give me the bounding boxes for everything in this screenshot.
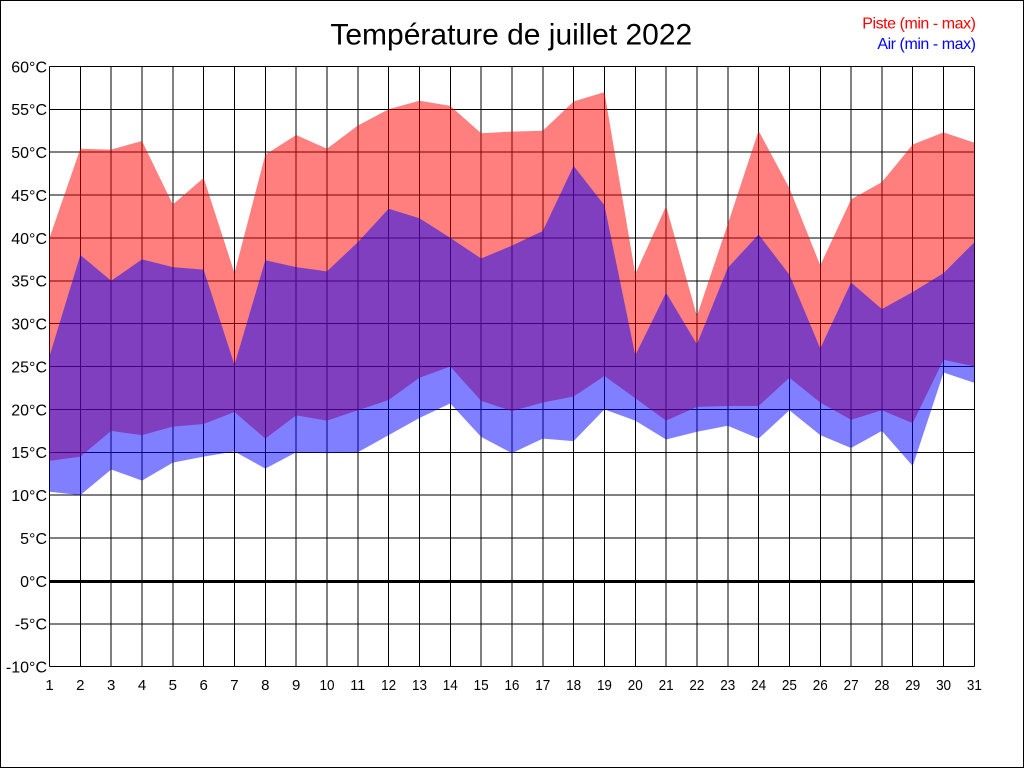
svg-text:1: 1: [45, 677, 53, 694]
svg-text:10: 10: [319, 677, 334, 694]
svg-text:28: 28: [874, 677, 889, 694]
svg-text:15: 15: [474, 677, 489, 694]
svg-text:8: 8: [261, 677, 269, 694]
svg-text:30°C: 30°C: [11, 317, 47, 334]
svg-text:60°C: 60°C: [11, 59, 47, 76]
svg-text:7: 7: [230, 677, 238, 694]
svg-text:5: 5: [169, 677, 177, 694]
svg-text:19: 19: [597, 677, 612, 694]
svg-text:55°C: 55°C: [11, 102, 47, 119]
svg-text:29: 29: [905, 677, 920, 694]
svg-text:2: 2: [76, 677, 84, 694]
svg-text:17: 17: [535, 677, 550, 694]
svg-text:4: 4: [138, 677, 146, 694]
svg-text:3: 3: [107, 677, 115, 694]
svg-text:16: 16: [504, 677, 519, 694]
svg-text:35°C: 35°C: [11, 274, 47, 291]
svg-text:30: 30: [936, 677, 951, 694]
svg-text:0°C: 0°C: [20, 574, 47, 591]
svg-text:23: 23: [720, 677, 735, 694]
svg-text:11: 11: [350, 677, 365, 694]
svg-text:27: 27: [844, 677, 859, 694]
svg-text:12: 12: [381, 677, 396, 694]
svg-text:Piste (min - max): Piste (min - max): [862, 15, 975, 32]
svg-text:13: 13: [412, 677, 427, 694]
svg-text:14: 14: [443, 677, 458, 694]
svg-text:18: 18: [566, 677, 581, 694]
svg-text:6: 6: [199, 677, 207, 694]
svg-text:9: 9: [292, 677, 300, 694]
svg-text:40°C: 40°C: [11, 231, 47, 248]
svg-text:26: 26: [813, 677, 828, 694]
svg-text:-10°C: -10°C: [6, 660, 47, 677]
svg-text:50°C: 50°C: [11, 145, 47, 162]
svg-text:25°C: 25°C: [11, 359, 47, 376]
svg-text:45°C: 45°C: [11, 188, 47, 205]
svg-text:20°C: 20°C: [11, 402, 47, 419]
svg-text:5°C: 5°C: [20, 531, 47, 548]
svg-text:20: 20: [628, 677, 643, 694]
svg-text:22: 22: [689, 677, 704, 694]
svg-text:31: 31: [967, 677, 982, 694]
svg-text:24: 24: [751, 677, 766, 694]
svg-text:21: 21: [659, 677, 674, 694]
svg-text:-5°C: -5°C: [15, 617, 47, 634]
svg-text:25: 25: [782, 677, 797, 694]
svg-text:10°C: 10°C: [11, 488, 47, 505]
svg-text:15°C: 15°C: [11, 445, 47, 462]
svg-text:Température de juillet 2022: Température de juillet 2022: [330, 19, 692, 52]
svg-text:Air (min - max): Air (min - max): [877, 36, 975, 53]
